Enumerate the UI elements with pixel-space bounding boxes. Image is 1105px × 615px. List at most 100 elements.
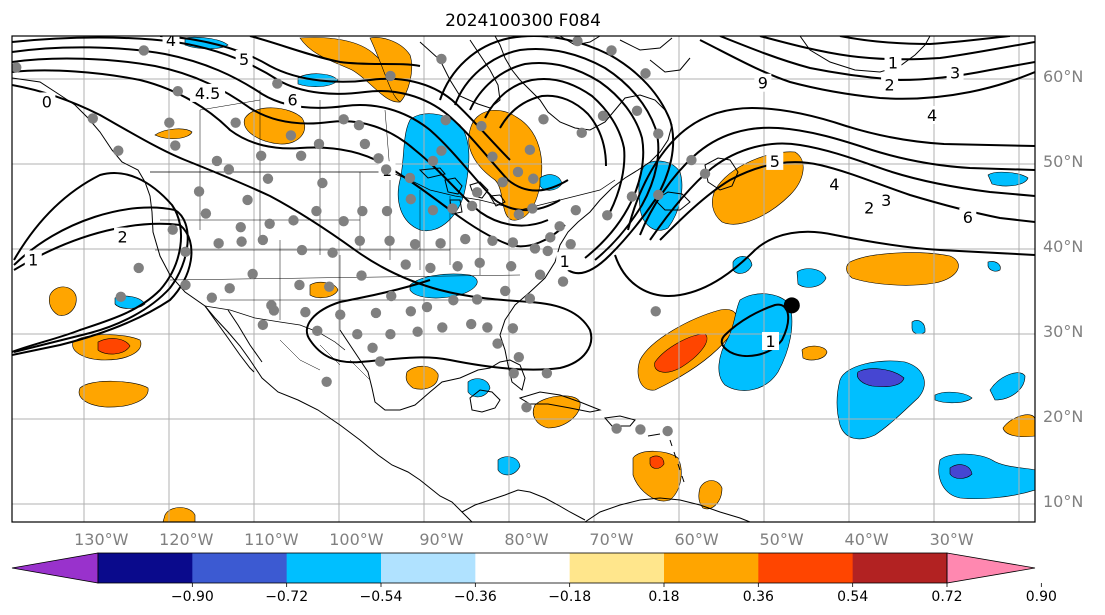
colorbar-extend-high bbox=[946, 552, 1036, 584]
contour-label-halo bbox=[762, 332, 780, 351]
station-dot bbox=[405, 306, 417, 317]
station-dot bbox=[653, 128, 664, 139]
colorbar-swatch bbox=[569, 553, 665, 583]
negative-anomaly-area bbox=[989, 372, 1026, 401]
station-dot bbox=[631, 105, 643, 116]
station-dot bbox=[323, 281, 335, 292]
contour-line bbox=[439, 36, 675, 275]
us-mexico-border bbox=[204, 305, 346, 351]
colorbar-swatch bbox=[192, 553, 288, 583]
longitude-label: 60°W bbox=[674, 530, 718, 549]
station-dot bbox=[313, 138, 325, 150]
contour-label: 4 bbox=[829, 175, 839, 194]
contour-line bbox=[13, 206, 189, 353]
us-canada-border bbox=[150, 171, 616, 211]
contour-line bbox=[659, 161, 1035, 241]
longitude-label: 50°W bbox=[759, 530, 803, 549]
contour-label: 4 bbox=[166, 31, 176, 50]
contour-label: 4 bbox=[927, 106, 937, 125]
contour-label: 3 bbox=[881, 191, 891, 210]
station-dot bbox=[311, 205, 322, 217]
station-dot bbox=[471, 294, 483, 305]
station-dot bbox=[474, 257, 485, 269]
station-dot bbox=[507, 323, 519, 334]
negative-anomaly-area bbox=[949, 464, 973, 479]
lesser-antilles bbox=[647, 433, 685, 483]
station-dot bbox=[236, 236, 247, 247]
station-dot bbox=[650, 306, 661, 317]
contour-label-halo bbox=[556, 252, 574, 271]
station-dot bbox=[235, 221, 246, 233]
station-dot bbox=[255, 150, 267, 162]
station-dot bbox=[570, 204, 581, 216]
contour-line bbox=[499, 94, 607, 167]
station-dot bbox=[170, 140, 181, 151]
station-dot bbox=[447, 203, 458, 214]
colorbar-swatch bbox=[852, 553, 948, 583]
contour-label: 1 bbox=[28, 250, 38, 269]
map-title: 2024100300 F084 bbox=[445, 11, 601, 31]
station-dot bbox=[384, 235, 395, 246]
contour-label-halo bbox=[162, 36, 180, 50]
station-dot bbox=[572, 36, 583, 47]
station-dot bbox=[440, 114, 451, 126]
station-dot bbox=[172, 86, 184, 97]
station-dot bbox=[505, 261, 517, 272]
contour-label-halo bbox=[190, 83, 226, 102]
station-dot bbox=[611, 423, 622, 434]
colorbar-tick-label: −0.90 bbox=[171, 589, 214, 605]
negative-anomaly-area bbox=[987, 171, 1029, 187]
positive-anomaly-area bbox=[801, 345, 828, 361]
colorbar-tick-label: 0.90 bbox=[1026, 589, 1057, 605]
station-dot bbox=[224, 283, 235, 294]
station-dot bbox=[335, 309, 346, 320]
negative-anomaly-area bbox=[857, 368, 905, 388]
contour-label-halo bbox=[24, 250, 42, 269]
station-dot bbox=[262, 173, 274, 184]
contour-label: 3 bbox=[950, 64, 960, 83]
station-dot bbox=[404, 172, 416, 184]
station-dot bbox=[436, 145, 447, 156]
station-dot bbox=[640, 68, 651, 79]
contour-label: 4.5 bbox=[195, 84, 220, 103]
longitude-label: 130°W bbox=[74, 530, 129, 549]
station-dot bbox=[381, 205, 393, 217]
station-dot bbox=[421, 301, 433, 313]
negative-anomaly-area bbox=[467, 378, 491, 398]
station-dot bbox=[133, 262, 144, 274]
positive-anomaly-area bbox=[405, 365, 439, 390]
station-dot bbox=[448, 295, 459, 306]
colorbar-tick-label: 0.72 bbox=[931, 589, 962, 605]
station-dot bbox=[164, 117, 175, 128]
station-dot bbox=[626, 191, 638, 202]
station-dot bbox=[471, 187, 483, 198]
station-dot bbox=[385, 329, 396, 340]
station-dot bbox=[193, 186, 205, 197]
longitude-label: 120°W bbox=[159, 530, 214, 549]
colorbar-swatch bbox=[664, 553, 759, 583]
contour-line bbox=[627, 106, 1035, 231]
contour-line bbox=[12, 172, 183, 353]
contour-line bbox=[720, 303, 790, 357]
station-dot bbox=[370, 307, 382, 319]
station-dot bbox=[115, 291, 127, 303]
station-dot bbox=[180, 279, 191, 291]
station-dot bbox=[602, 210, 613, 221]
station-dot bbox=[321, 376, 332, 388]
station-dot bbox=[547, 36, 557, 39]
station-dot bbox=[460, 233, 471, 245]
contour-label: 9 bbox=[758, 74, 768, 93]
station-dot bbox=[435, 238, 446, 249]
longitude-label: 90°W bbox=[419, 530, 463, 549]
station-dot bbox=[257, 234, 269, 246]
station-dot bbox=[300, 306, 311, 318]
contour-label: 1 bbox=[888, 53, 898, 72]
station-dot bbox=[352, 329, 363, 340]
latitude-label: 30°N bbox=[1043, 322, 1083, 341]
station-dot bbox=[200, 208, 212, 219]
colorbar bbox=[11, 552, 1036, 584]
station-dot bbox=[529, 243, 541, 254]
negative-anomaly-area bbox=[934, 391, 973, 404]
positive-anomaly-area bbox=[654, 333, 708, 373]
